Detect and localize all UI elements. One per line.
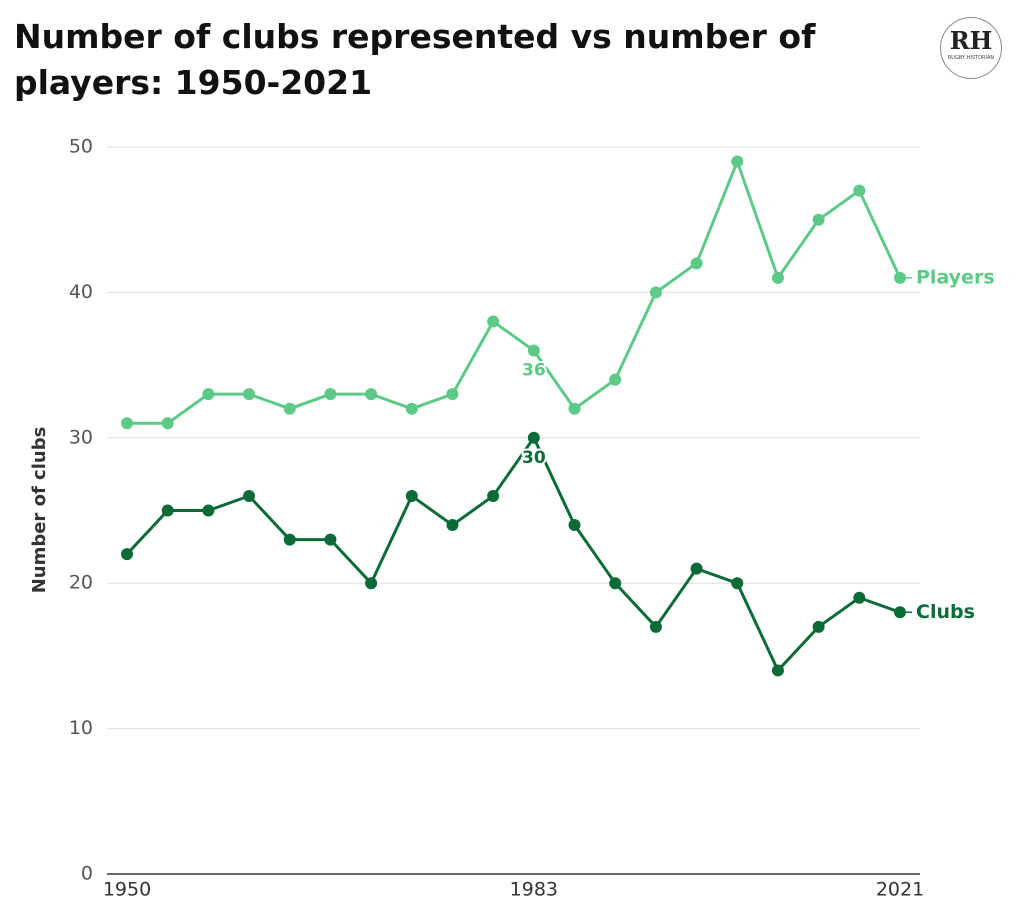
data-point: [365, 388, 378, 401]
data-point: [731, 577, 744, 590]
series-label: Clubs: [916, 601, 975, 623]
logo: RH RUGBY HISTORIAN: [940, 17, 1002, 79]
data-point: [324, 388, 337, 401]
data-point: [609, 577, 622, 590]
data-point: [324, 533, 337, 546]
logo-letters: RH: [949, 26, 993, 55]
data-point: [812, 213, 825, 226]
data-point: [202, 504, 215, 517]
data-point: [853, 591, 866, 604]
data-point: [649, 286, 662, 299]
data-point: [487, 489, 500, 502]
y-axis-label: Number of clubs: [29, 427, 50, 594]
data-point: [405, 402, 418, 415]
logo-text: RUGBY HISTORIAN: [947, 55, 995, 61]
data-point: [283, 402, 296, 415]
series-line: [125, 434, 901, 674]
data-point: [771, 664, 784, 677]
y-tick-label: 10: [69, 717, 93, 739]
data-point: [405, 489, 418, 502]
data-point: [161, 504, 174, 517]
data-point: [365, 577, 378, 590]
data-point: [243, 489, 256, 502]
data-point: [894, 606, 906, 619]
data-point: [894, 271, 906, 284]
chart-title: Number of clubs represented vs number of…: [14, 17, 816, 102]
data-point: [690, 257, 703, 270]
data-point: [812, 620, 825, 633]
x-tick-label: 1983: [510, 879, 558, 901]
data-point: [690, 562, 703, 575]
data-point: [487, 315, 500, 328]
data-point: [121, 548, 133, 561]
data-point: [649, 620, 662, 633]
x-tick-label: 2021: [876, 879, 924, 901]
data-point: [243, 388, 256, 401]
data-point: [446, 388, 459, 401]
data-label: 36: [522, 361, 546, 381]
y-tick-label: 50: [69, 136, 93, 158]
data-point: [731, 155, 744, 168]
y-tick-label: 40: [69, 281, 93, 303]
data-point: [771, 271, 784, 284]
y-tick-label: 30: [69, 426, 93, 448]
data-label: 30: [522, 448, 546, 468]
data-point: [121, 417, 133, 430]
data-point: [568, 402, 581, 415]
data-point: [527, 431, 540, 444]
data-point: [527, 344, 540, 357]
data-point: [609, 373, 622, 386]
data-point: [283, 533, 296, 546]
data-point: [446, 519, 459, 532]
x-tick-label: 1950: [103, 879, 151, 901]
series-label: Players: [916, 266, 995, 288]
data-point: [568, 519, 581, 532]
data-point: [853, 184, 866, 197]
data-point: [202, 388, 215, 401]
y-tick-label: 20: [69, 572, 93, 594]
y-tick-label: 0: [81, 863, 93, 885]
data-point: [161, 417, 174, 430]
series-line: [127, 157, 902, 425]
